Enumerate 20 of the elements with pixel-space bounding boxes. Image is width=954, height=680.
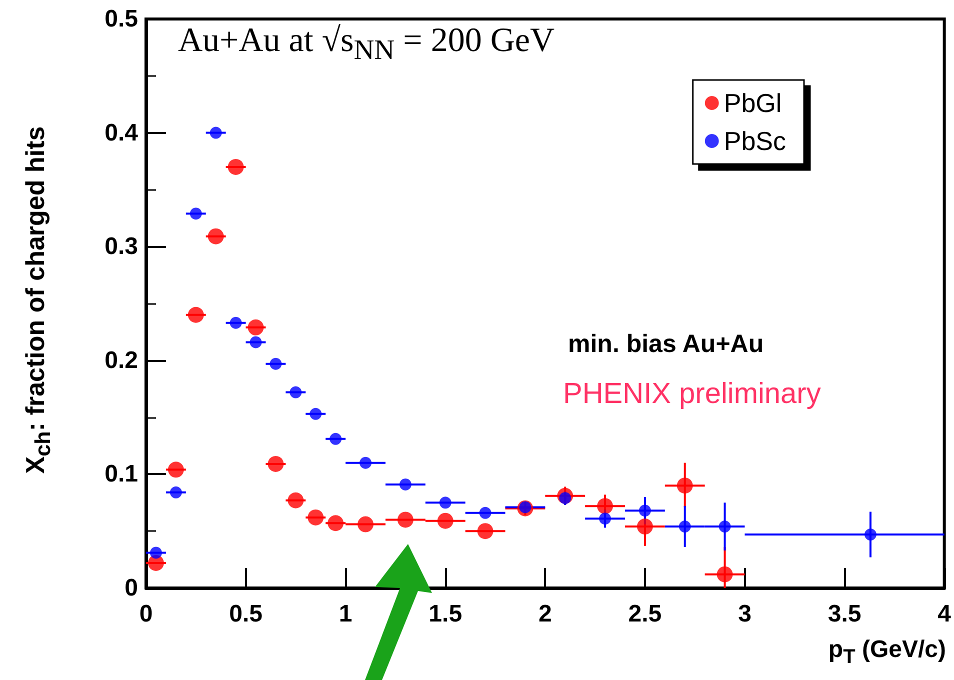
y-tick-label: 0.2 xyxy=(104,346,138,374)
y-tick-label: 0 xyxy=(124,574,138,602)
y-tick-label: 0.1 xyxy=(104,460,138,488)
x-axis-title: p$_{T}$ (GeV/c) xyxy=(828,636,946,669)
y-tick-label: 0.5 xyxy=(104,6,138,32)
y-tick-label: 0.4 xyxy=(104,119,139,146)
y-tick-label: 0.3 xyxy=(104,233,138,260)
x-tick-label: 4 xyxy=(938,600,952,628)
x-tick-label: 0.5 xyxy=(229,600,262,628)
legend-label: PbSc xyxy=(724,126,786,156)
x-tick-label: 3 xyxy=(738,600,752,628)
annotation: min. bias Au+Au xyxy=(568,330,764,359)
x-tick-label: 3.5 xyxy=(828,600,862,628)
x-tick-label: 2.5 xyxy=(628,600,662,628)
x-tick-label: 2 xyxy=(538,600,552,628)
x-tick-label: 1.5 xyxy=(428,600,462,628)
legend-label: PbGl xyxy=(724,88,782,118)
annotation: Au+Au at √s$_{NN}$ = 200 GeV xyxy=(178,22,555,67)
x-tick-label: 1 xyxy=(338,600,352,628)
annotation: PHENIX preliminary xyxy=(563,378,821,411)
